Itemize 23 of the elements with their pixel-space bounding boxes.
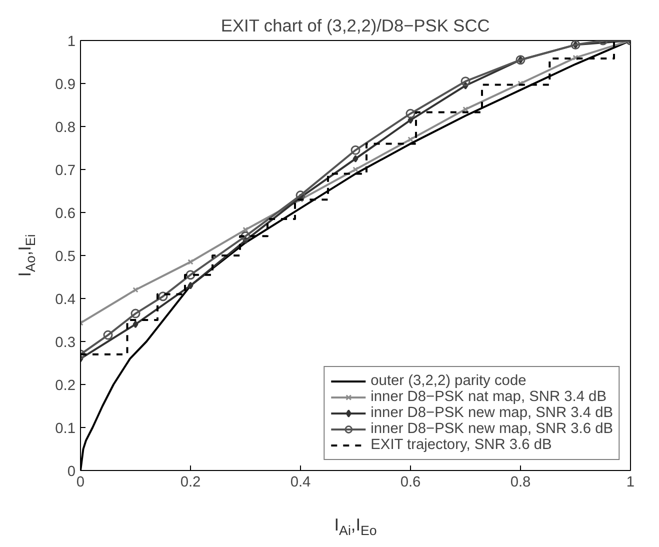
x-tick-label: 0.8 [510,474,531,490]
legend-label: EXIT trajectory, SNR 3.6 dB [370,437,552,453]
x-tick-label: 1 [626,474,635,490]
x-tick-label: 0.6 [400,474,421,490]
y-axis-title: IAo,IEi [14,234,38,277]
chart-title: EXIT chart of (3,2,2)/D8−PSK SCC [220,16,490,36]
y-tick-label: 0.7 [55,163,76,179]
y-tick-label: 0.5 [55,249,76,265]
x-tick-label: 0.2 [180,474,201,490]
y-tick-label: 0.3 [55,335,76,351]
y-tick-label: 0 [67,464,76,480]
x-tick-label: 0.4 [290,474,311,490]
legend-label: outer (3,2,2) parity code [370,373,526,389]
y-tick-label: 1 [67,34,76,50]
y-tick-label: 0.8 [55,120,76,136]
legend-label: inner D8−PSK new map, SNR 3.6 dB [370,421,613,437]
legend-label: inner D8−PSK nat map, SNR 3.4 dB [370,389,606,405]
y-tick-label: 0.2 [55,378,76,394]
y-tick-label: 0.1 [55,421,76,437]
y-tick-label: 0.6 [55,206,76,222]
y-tick-label: 0.4 [55,292,76,308]
legend-label: inner D8−PSK new map, SNR 3.4 dB [370,405,613,421]
y-tick-label: 0.9 [55,77,76,93]
